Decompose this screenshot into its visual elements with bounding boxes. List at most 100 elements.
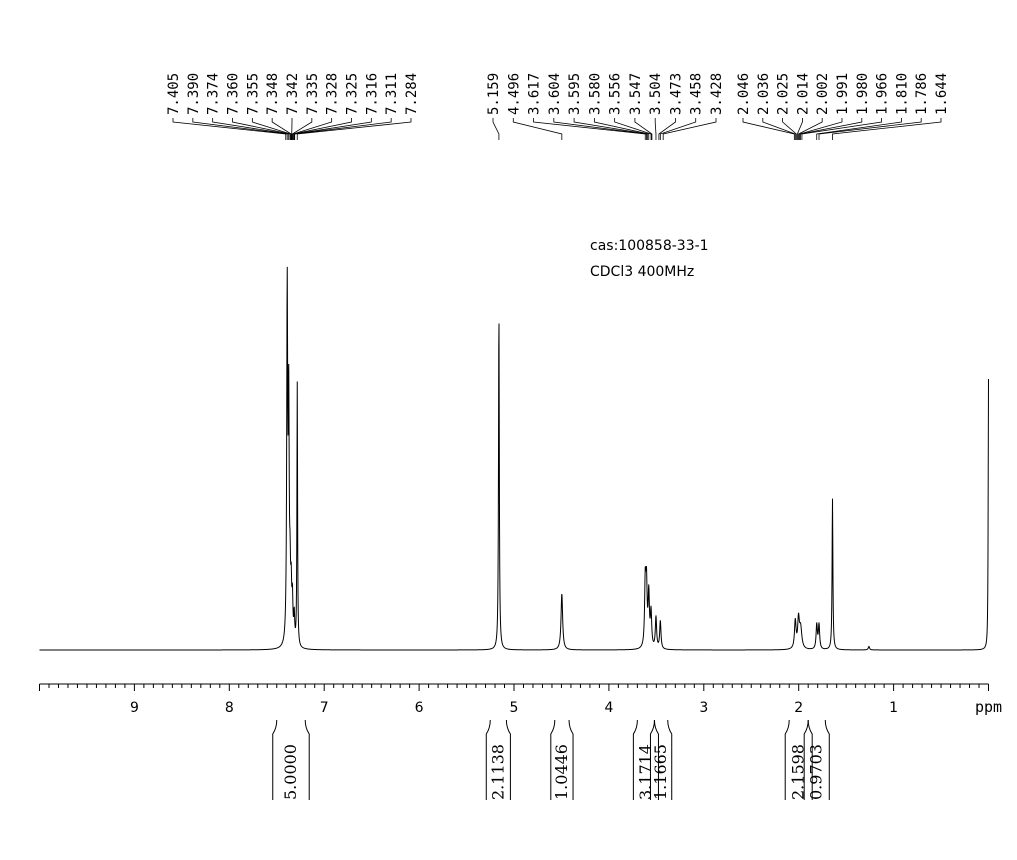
peak-label-connector xyxy=(533,118,646,140)
x-axis: 9 8 7 6 5 4 3 2 1 ppm xyxy=(39,683,1002,716)
peak-label-connector xyxy=(251,118,291,140)
peak-label: 1.991 xyxy=(835,73,851,115)
peak-label-connector xyxy=(658,118,676,140)
peak-label-connector xyxy=(832,118,942,140)
peak-label: 5.159 xyxy=(486,73,502,115)
peak-label: 3.458 xyxy=(689,73,705,115)
peak-label-connector xyxy=(271,118,292,140)
integral-value: 2.1138 xyxy=(488,744,507,800)
integral-bracket-right xyxy=(505,719,511,800)
peak-label: 7.328 xyxy=(325,73,341,115)
integral-value: 5.0000 xyxy=(281,744,300,800)
peak-label: 4.496 xyxy=(506,73,522,115)
solvent-frequency: CDCl3 400MHz xyxy=(590,264,695,280)
peak-label: 7.405 xyxy=(166,73,182,115)
integral-region: 0.9703 xyxy=(803,719,830,800)
spectrum-plot xyxy=(39,266,989,651)
integral-bracket-right xyxy=(824,719,830,800)
peak-label: 1.786 xyxy=(914,73,930,115)
integral-bracket-right xyxy=(304,719,310,800)
peak-labels: 7.405 7.390 7.374 7.360 7.355 7.348 7.342 7.335… xyxy=(166,73,950,140)
peak-label-group-mid: 5.159 4.496 3.617 3.604 3.595 3.580 3.556 3.547… xyxy=(486,73,725,140)
peak-label: 1.644 xyxy=(934,73,950,115)
peak-label-connector xyxy=(573,118,648,140)
peak-label: 3.556 xyxy=(608,73,624,115)
peak-label: 7.360 xyxy=(226,73,242,115)
peak-label: 7.390 xyxy=(186,73,202,115)
peak-label-connector xyxy=(799,118,843,140)
peak-label: 1.980 xyxy=(855,73,871,115)
peak-label-connector xyxy=(662,118,717,140)
peak-label: 3.580 xyxy=(587,73,603,115)
peak-label-connector xyxy=(654,118,657,140)
peak-label: 1.966 xyxy=(875,73,891,115)
peak-label-connector xyxy=(492,118,500,140)
peak-label-connector xyxy=(801,118,882,140)
integral-region: 2.1138 xyxy=(485,719,511,800)
x-axis-unit: ppm xyxy=(975,698,1002,716)
peak-label: 7.335 xyxy=(305,73,321,115)
peak-label: 7.284 xyxy=(404,73,420,115)
integral-region: 1.0446 xyxy=(550,719,574,800)
peak-label-connector xyxy=(212,118,290,140)
peak-label: 7.355 xyxy=(245,73,261,115)
integral-value: 2.1598 xyxy=(789,744,808,800)
cas-number: cas:100858-33-1 xyxy=(590,238,709,254)
peak-label: 3.604 xyxy=(547,73,563,115)
integral-region: 1.1665 xyxy=(649,719,673,800)
peak-label-connector xyxy=(614,118,652,140)
peak-label-connector xyxy=(816,118,902,140)
peak-label-connector xyxy=(172,118,287,140)
integral-value: 0.9703 xyxy=(807,744,826,800)
integral-region: 5.0000 xyxy=(272,719,310,800)
peak-label-connector xyxy=(292,118,352,140)
peak-label: 7.374 xyxy=(206,73,222,115)
peak-label-connector xyxy=(659,118,697,140)
peak-label-connector xyxy=(742,118,795,140)
integral-region: 2.1598 xyxy=(784,719,813,800)
peak-label: 3.617 xyxy=(527,73,543,115)
integral-bracket-left xyxy=(485,719,491,800)
peak-label-connector xyxy=(762,118,796,140)
peak-label-connector xyxy=(798,118,823,140)
x-tick-label: 1 xyxy=(889,700,898,716)
integral-bracket-left xyxy=(632,719,638,800)
peak-label: 3.547 xyxy=(628,73,644,115)
integral-bracket-left xyxy=(550,719,556,800)
x-tick-label: 9 xyxy=(130,700,139,716)
peak-label: 7.325 xyxy=(345,73,361,115)
x-tick-label: 2 xyxy=(794,700,803,716)
spectrum-trace xyxy=(39,266,989,651)
peak-label: 7.342 xyxy=(285,73,301,115)
peak-label-connector xyxy=(232,118,291,140)
peak-label: 7.316 xyxy=(364,73,380,115)
peak-label: 3.428 xyxy=(709,73,725,115)
peak-label-connector xyxy=(796,118,803,140)
integral-bracket-right xyxy=(568,719,574,800)
peak-label-connector xyxy=(192,118,288,140)
peak-label: 2.014 xyxy=(795,73,811,115)
x-tick-label: 3 xyxy=(699,700,708,716)
integral-bracket-left xyxy=(272,719,278,800)
peak-label: 7.348 xyxy=(265,73,281,115)
peak-label: 3.595 xyxy=(567,73,583,115)
x-tick-label: 6 xyxy=(415,700,424,716)
peak-label-group-aromatic: 7.405 7.390 7.374 7.360 7.355 7.348 7.342 7.335… xyxy=(166,73,420,140)
integral-bracket-right xyxy=(667,719,673,800)
integral-bracket-left xyxy=(803,719,809,800)
peak-label-connector xyxy=(296,118,412,140)
x-tick-label: 7 xyxy=(320,700,329,716)
integral-bracket-left xyxy=(784,719,790,800)
peak-label-connector xyxy=(294,118,392,140)
peak-label-group-aliphatic: 2.046 2.036 2.025 2.014 2.002 1.991 1.980 1.966… xyxy=(736,73,950,140)
peak-label: 2.002 xyxy=(815,73,831,115)
peak-label-connector xyxy=(553,118,647,140)
integral-value: 1.1665 xyxy=(651,744,670,800)
x-tick-label: 5 xyxy=(510,700,519,716)
peak-label: 2.046 xyxy=(736,73,752,115)
peak-label: 2.036 xyxy=(756,73,772,115)
integral-bracket-left xyxy=(649,719,655,800)
peak-label-connector xyxy=(818,118,922,140)
